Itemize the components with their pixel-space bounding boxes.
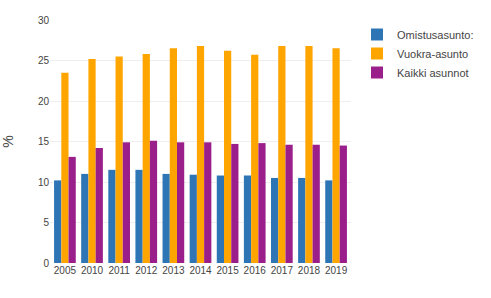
svg-text:2013: 2013 bbox=[162, 265, 185, 276]
svg-text:2010: 2010 bbox=[81, 265, 104, 276]
svg-text:30: 30 bbox=[38, 15, 50, 26]
svg-text:2016: 2016 bbox=[244, 265, 267, 276]
svg-text:2014: 2014 bbox=[189, 265, 212, 276]
svg-text:Kaikki asunnot: Kaikki asunnot bbox=[397, 67, 469, 79]
svg-text:5: 5 bbox=[43, 217, 49, 228]
svg-text:25: 25 bbox=[38, 55, 50, 66]
svg-text:15: 15 bbox=[38, 136, 50, 147]
svg-text:2018: 2018 bbox=[298, 265, 321, 276]
svg-text:Omistusasunto:: Omistusasunto: bbox=[397, 29, 473, 41]
svg-text:Vuokra-asunto: Vuokra-asunto bbox=[397, 48, 468, 60]
svg-text:2012: 2012 bbox=[135, 265, 158, 276]
svg-text:2017: 2017 bbox=[271, 265, 294, 276]
svg-text:10: 10 bbox=[38, 177, 50, 188]
svg-text:2019: 2019 bbox=[325, 265, 348, 276]
svg-text:0: 0 bbox=[43, 258, 49, 269]
svg-text:2015: 2015 bbox=[216, 265, 239, 276]
svg-text:2005: 2005 bbox=[54, 265, 77, 276]
svg-text:2011: 2011 bbox=[108, 265, 130, 276]
svg-text:20: 20 bbox=[38, 96, 50, 107]
svg-text:%: % bbox=[0, 135, 16, 147]
